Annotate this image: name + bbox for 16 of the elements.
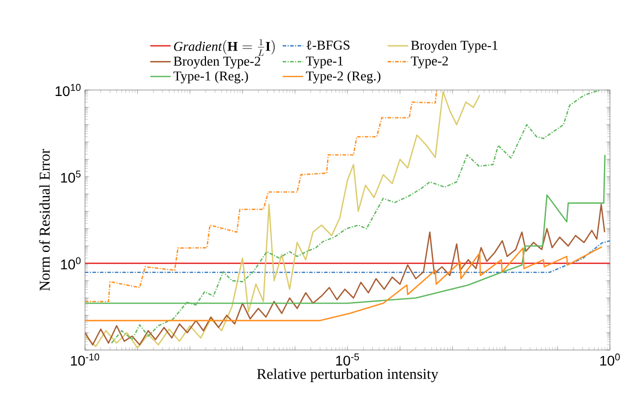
legend-label: Type-1 bbox=[306, 56, 343, 68]
legend-label: Broyden Type-2 bbox=[174, 56, 260, 69]
legend-label: ℓ-BFGS bbox=[306, 40, 350, 50]
y-axis-title: Norm of Residual Error bbox=[39, 148, 50, 291]
legend-label: Broyden Type-1 bbox=[411, 40, 498, 53]
legend-label: Type-2 (Reg.) bbox=[306, 71, 380, 84]
x-tick-label: 10$^{-5}$ bbox=[336, 354, 359, 366]
y-tick-label: 10$^{10}$ bbox=[56, 84, 81, 96]
legend-label: $\mathit{Gradient}(\mathbf{H}=\frac{1}{L}\mathbf{I})$ bbox=[174, 39, 275, 56]
x-tick-label: 10$^{-10}$ bbox=[70, 354, 100, 366]
legend-label: Type-1 (Reg.) bbox=[174, 71, 248, 84]
legend-label: Type-2 bbox=[410, 56, 448, 68]
x-axis-title: Relative perturbation intensity bbox=[257, 368, 438, 382]
x-tick-label: 10$^{0}$ bbox=[600, 354, 620, 366]
y-tick-label: 10$^{0}$ bbox=[61, 257, 81, 270]
y-tick-label: 10$^{5}$ bbox=[61, 170, 81, 183]
